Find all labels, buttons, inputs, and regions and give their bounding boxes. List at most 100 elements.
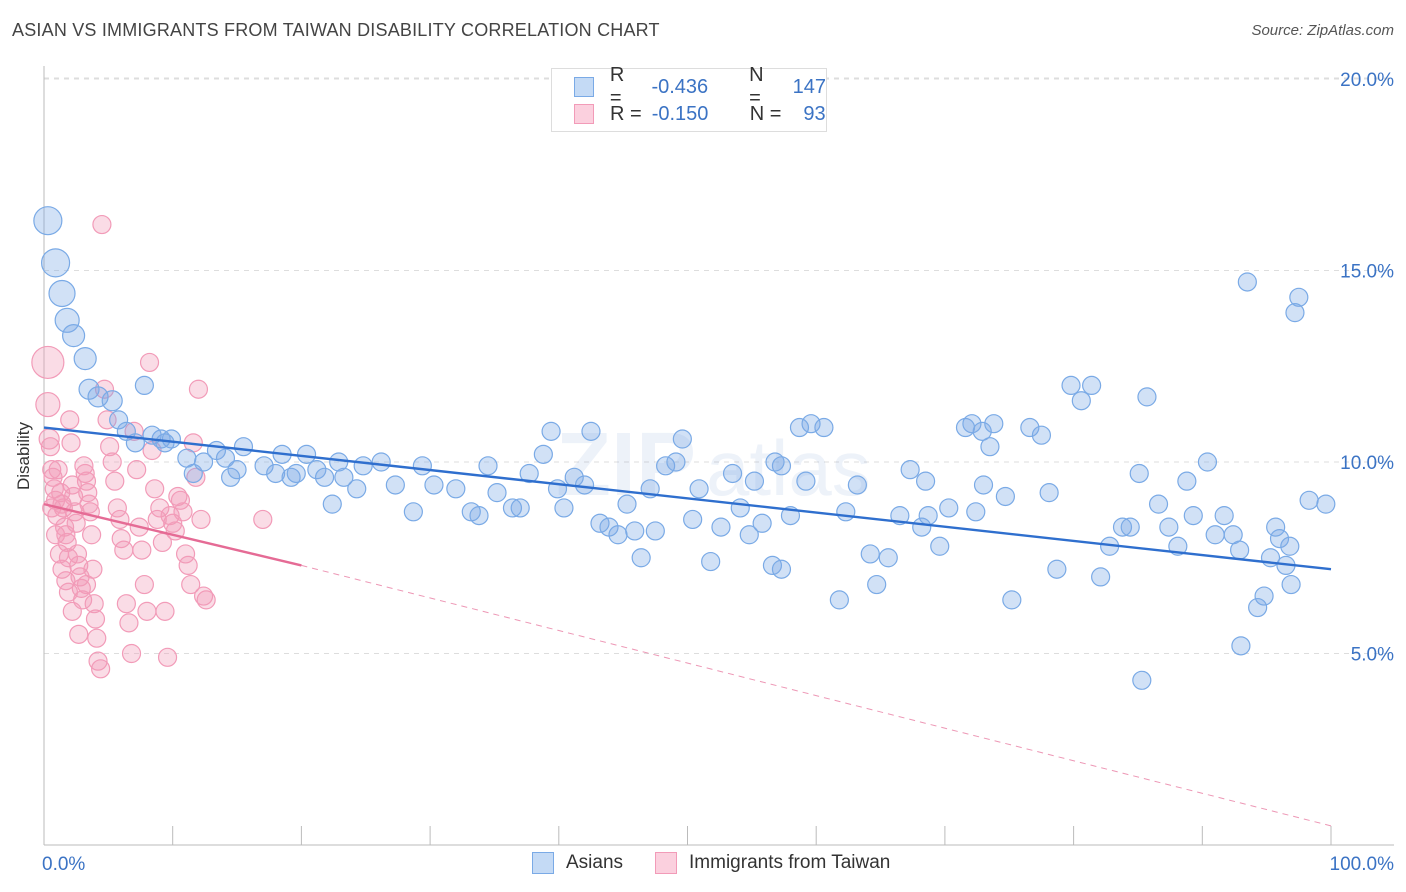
taiwan-point: [145, 479, 165, 499]
taiwan-point: [107, 498, 127, 518]
asian-point: [233, 437, 254, 457]
asian-point: [829, 590, 849, 610]
taiwan-point: [60, 410, 80, 430]
asian-point: [134, 375, 154, 395]
asian-point: [915, 471, 936, 491]
y-tick-label: 20.0%: [1340, 70, 1394, 91]
asian-point: [469, 506, 489, 526]
taiwan-point: [150, 498, 170, 518]
asian-point: [215, 448, 236, 468]
asian-point: [1214, 506, 1234, 526]
taiwan-point: [49, 544, 70, 564]
asian-point: [519, 463, 539, 484]
taiwan-point: [85, 609, 106, 629]
asian-point: [554, 498, 574, 518]
tick-labels: 5.0% 10.0% 15.0% 20.0% 0.0% 100.0%: [42, 70, 1394, 875]
asian-point: [1129, 463, 1149, 484]
asian-point: [221, 467, 241, 487]
asian-point: [227, 460, 247, 480]
asian-point: [1082, 375, 1102, 395]
watermark: ZIP atlas: [556, 415, 871, 515]
asian-point: [973, 475, 994, 495]
asian-point: [334, 467, 354, 487]
asian-point: [1281, 574, 1301, 595]
taiwan-r-label: R =: [610, 102, 642, 125]
taiwan-point: [114, 540, 134, 560]
asian-point: [814, 417, 834, 438]
asian-point: [48, 279, 76, 308]
taiwan-point: [97, 410, 117, 430]
asian-point: [666, 452, 686, 472]
asian-point: [631, 548, 651, 568]
taiwan-point: [100, 437, 120, 457]
asian-trend-line: [43, 426, 1332, 571]
taiwan-point: [121, 643, 142, 664]
asian-point: [617, 494, 637, 514]
taiwan-point: [76, 574, 97, 595]
asian-point: [1177, 471, 1197, 491]
taiwan-point: [173, 502, 193, 522]
asian-point: [1248, 597, 1268, 618]
taiwan-point: [92, 214, 112, 235]
asian-point: [1091, 567, 1111, 587]
taiwan-point: [56, 571, 76, 591]
asian-point: [78, 378, 100, 400]
asians-r-label: R =: [609, 64, 625, 109]
asian-point: [1112, 517, 1133, 537]
taiwan-point: [84, 594, 104, 614]
asian-point: [1132, 670, 1152, 690]
asian-point: [672, 429, 692, 449]
asian-point: [1254, 586, 1274, 606]
asian-point: [54, 307, 80, 333]
asian-point: [307, 460, 327, 480]
taiwan-point: [79, 494, 99, 514]
asian-point: [995, 486, 1015, 507]
asian-point: [739, 525, 759, 545]
taiwan-point: [66, 513, 86, 533]
taiwan-point: [127, 460, 147, 480]
asian-point: [847, 475, 867, 495]
asian-point: [744, 471, 765, 491]
taiwan-point: [119, 613, 139, 633]
asian-point: [1237, 272, 1257, 292]
legend-taiwan-label: Immigrants from Taiwan: [689, 852, 891, 873]
asian-point: [867, 574, 887, 595]
x-tick-label-max: 100.0%: [1330, 854, 1395, 875]
asian-point: [765, 452, 785, 472]
watermark-atlas: atlas: [706, 424, 871, 512]
taiwan-point: [40, 437, 61, 457]
taiwan-point: [175, 544, 196, 564]
asian-point: [412, 456, 432, 476]
asian-point: [1197, 452, 1218, 472]
asian-point: [322, 494, 342, 514]
taiwan-point: [91, 659, 111, 679]
asian-point: [1061, 375, 1081, 395]
asian-point: [281, 467, 301, 487]
taiwan-point: [155, 601, 175, 621]
asian-point: [939, 498, 959, 518]
gridlines: [44, 77, 1394, 654]
taiwan-swatch: [574, 104, 594, 124]
series-legend: Asians Immigrants from Taiwan: [532, 852, 890, 874]
taiwan-point: [31, 345, 65, 380]
legend-row-asians: R = -0.436 N = 147: [574, 64, 826, 109]
asian-point: [1002, 590, 1022, 610]
asian-point: [801, 414, 821, 434]
taiwan-trend-extension: [301, 564, 1332, 827]
asian-point: [33, 206, 63, 236]
asian-point: [722, 463, 743, 484]
asian-point: [533, 444, 553, 464]
asian-point: [1071, 391, 1091, 411]
trend-lines: [43, 426, 1332, 827]
asian-point: [329, 452, 349, 472]
taiwan-point: [42, 460, 62, 480]
asian-point: [1039, 483, 1059, 503]
asian-point: [510, 498, 530, 518]
asian-point: [972, 421, 992, 441]
asian-point: [860, 544, 880, 564]
asian-point: [347, 479, 367, 499]
asians-r-value: -0.436: [651, 75, 709, 98]
taiwan-point: [62, 601, 82, 621]
asian-point: [836, 502, 856, 522]
